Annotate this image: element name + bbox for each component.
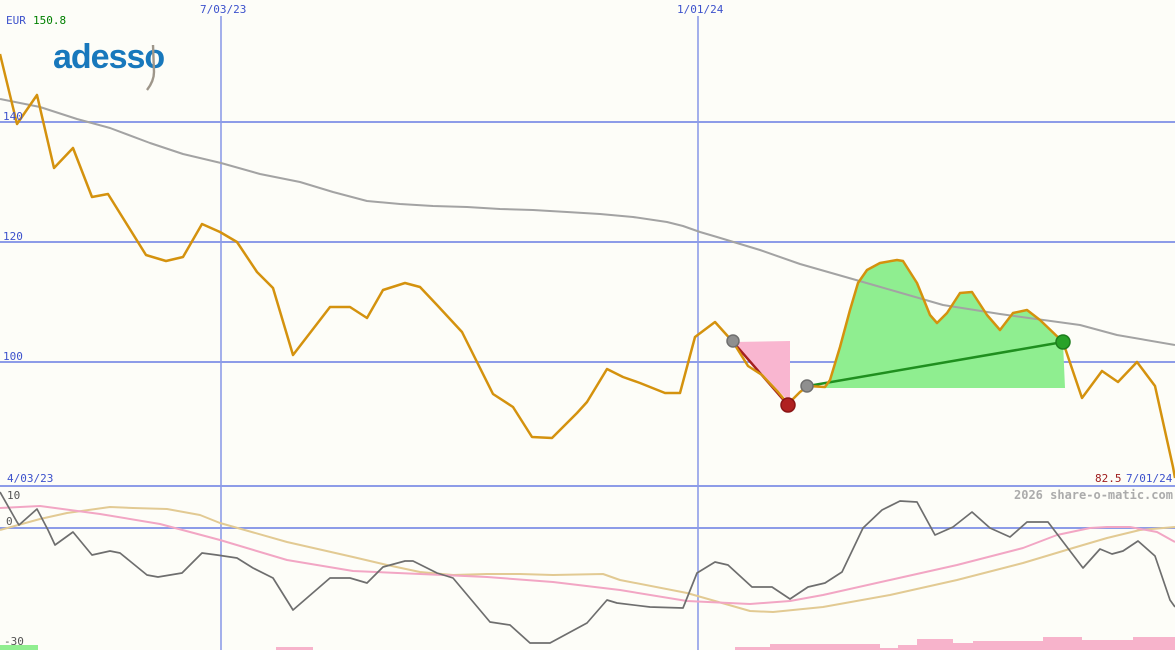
volume-bar	[1043, 637, 1082, 650]
volume-bar	[898, 645, 917, 650]
ma-line	[0, 98, 1175, 346]
signal-tan-line	[0, 506, 1175, 613]
pivot-dot-gray-2	[800, 379, 814, 393]
sub-axis-tick-0: 0	[6, 515, 13, 528]
volume-bar	[917, 639, 953, 650]
pivot-dot-green	[1055, 334, 1071, 350]
watermark: 2026 share-o-matic.com	[1014, 488, 1173, 502]
y-axis-tick-120: 120	[3, 230, 23, 243]
x-axis-date-label-bottom-left: 4/03/23	[7, 472, 54, 485]
volume-bar	[276, 647, 313, 650]
pivot-dot-red	[780, 397, 796, 413]
bullish-green-area	[822, 260, 1065, 388]
adesso-logo-swoosh-icon	[146, 44, 156, 91]
volume-bar	[735, 647, 770, 650]
volume-bar	[770, 644, 880, 650]
sub-axis-tick-minus-30: -30	[4, 635, 24, 648]
y-axis-tick-100: 100	[3, 350, 23, 363]
volume-bar	[953, 643, 973, 650]
adesso-logo: adesso	[53, 38, 165, 76]
volume-bar	[973, 641, 1043, 650]
uptrend-line	[807, 340, 1064, 388]
pivot-dot-gray-1	[726, 334, 740, 348]
x-axis-date-label: 1/01/24	[677, 3, 724, 16]
signal-pink-line	[0, 505, 1175, 605]
volume-bar	[0, 645, 38, 650]
y-axis-tick-140: 140	[3, 110, 23, 123]
x-axis-date-label-bottom-right: 7/01/24	[1126, 472, 1173, 485]
x-axis-date-label: 7/03/23	[200, 3, 247, 16]
volume-bar	[1133, 637, 1175, 650]
currency-label: EUR	[6, 14, 26, 27]
volume-bar	[1082, 640, 1133, 650]
current-price-label: 150.8	[33, 14, 67, 27]
last-price-label: 82.5	[1095, 472, 1122, 485]
price-line	[0, 53, 1175, 479]
volume-bar	[880, 648, 898, 650]
sub-axis-tick-10: 10	[7, 489, 21, 502]
oscillator-line	[0, 491, 1175, 644]
